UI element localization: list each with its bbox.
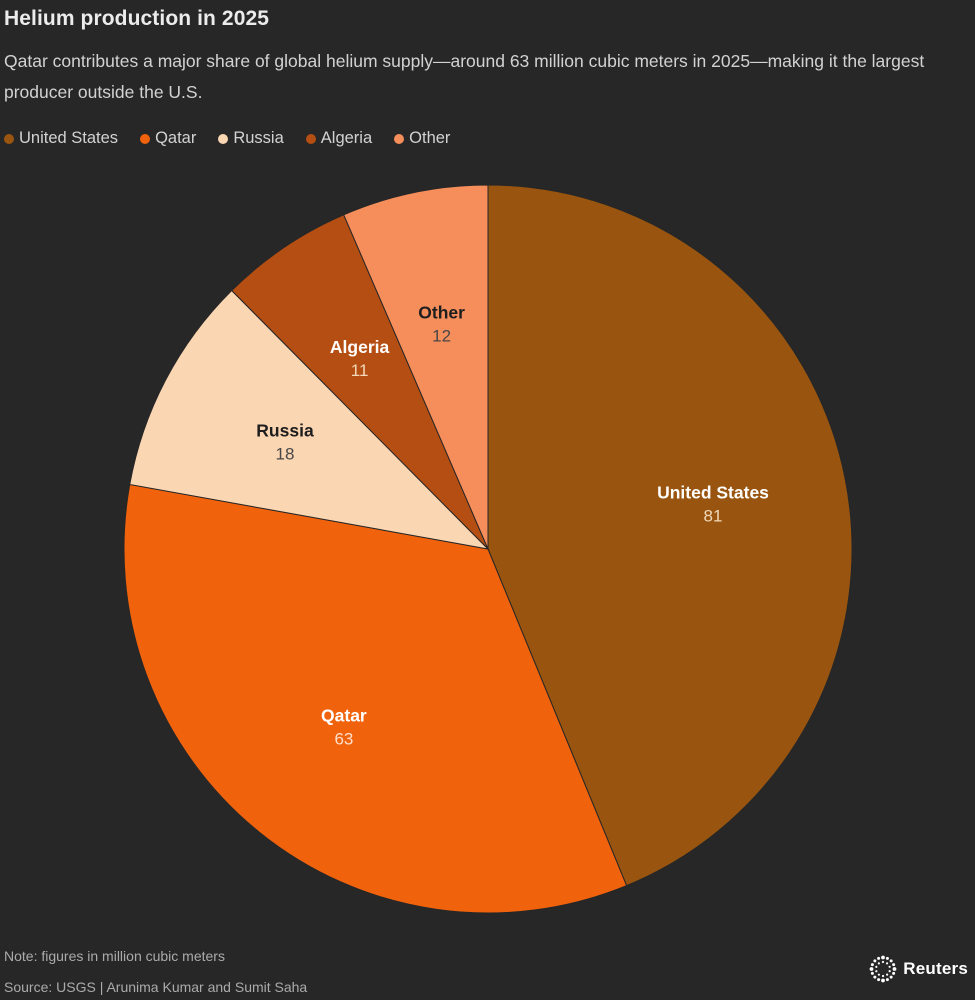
- legend-dot-icon: [218, 133, 229, 144]
- slice-value-united-states: 81: [704, 507, 723, 526]
- chart-subtitle: Qatar contributes a major share of globa…: [4, 51, 925, 102]
- slice-label-other: Other: [418, 302, 465, 322]
- legend-dot-icon: [394, 133, 405, 144]
- chart-note: Note: figures in million cubic meters: [4, 948, 225, 964]
- slice-label-russia: Russia: [256, 420, 314, 440]
- legend-item-other: Other: [394, 129, 450, 148]
- legend-item-algeria: Algeria: [305, 129, 373, 148]
- reuters-logo-icon: [869, 955, 897, 983]
- legend-dot-icon: [305, 133, 316, 144]
- legend-item-label: United States: [19, 129, 119, 147]
- chart-title: Helium production in 2025: [4, 7, 270, 30]
- slice-label-algeria: Algeria: [330, 337, 390, 357]
- legend-item-united-states: United States: [4, 129, 118, 148]
- slice-value-qatar: 63: [334, 729, 353, 748]
- pie-slice-other: [343, 184, 489, 550]
- pie-slice-united-states: [487, 184, 853, 887]
- legend-item-russia: Russia: [218, 129, 284, 148]
- slice-label-united-states: United States: [657, 483, 769, 503]
- slice-value-russia: 18: [276, 444, 295, 463]
- legend-item-label: Other: [409, 129, 451, 147]
- legend-item-qatar: Qatar: [140, 129, 196, 148]
- slice-label-qatar: Qatar: [321, 705, 367, 725]
- pie-slice-algeria: [231, 214, 489, 550]
- chart-source: Source: USGS | Arunima Kumar and Sumit S…: [4, 979, 308, 995]
- legend-item-label: Algeria: [320, 129, 373, 147]
- slice-value-other: 12: [432, 326, 451, 345]
- legend-dot-icon: [140, 133, 151, 144]
- legend: United States Qatar Russia Algeria Other: [4, 129, 450, 148]
- pie-slice-qatar: [123, 483, 628, 914]
- legend-item-label: Russia: [233, 129, 284, 147]
- legend-item-label: Qatar: [155, 129, 197, 147]
- pie-slice-russia: [129, 289, 490, 550]
- reuters-logo: Reuters: [867, 953, 968, 985]
- legend-dot-icon: [4, 133, 14, 144]
- reuters-logo-text: Reuters: [903, 959, 968, 978]
- slice-value-algeria: 11: [351, 361, 369, 380]
